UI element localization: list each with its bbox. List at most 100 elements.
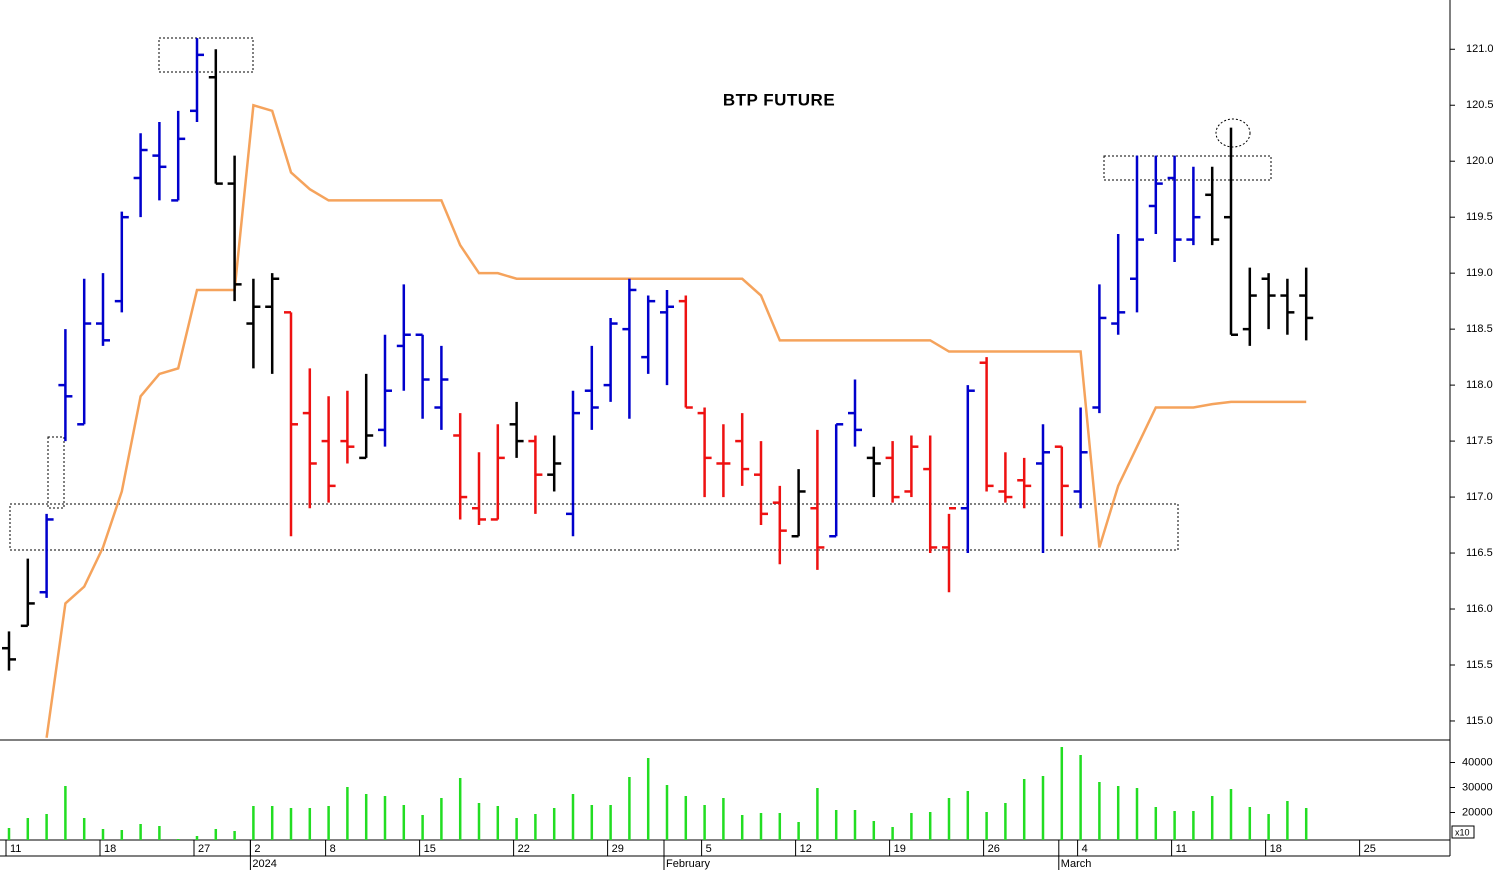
volume-tick-label: 30000 <box>1462 781 1493 793</box>
y-tick-label: 115.0 <box>1466 715 1493 727</box>
x-tick-label: 18 <box>104 843 116 855</box>
x-tick-label: 15 <box>424 843 436 855</box>
volume-bar <box>778 813 782 840</box>
volume-bar <box>1286 801 1289 840</box>
volume-bar <box>421 815 424 840</box>
volume-bar <box>458 778 462 840</box>
volume-bar <box>289 808 293 840</box>
x-tick-label: 2 <box>254 843 260 855</box>
volume-bar <box>1060 747 1064 840</box>
volume-bar <box>496 806 500 840</box>
volume-bar <box>891 827 894 840</box>
volume-bar <box>928 812 932 840</box>
volume-bar <box>402 805 406 840</box>
overlay-line <box>45 103 1307 738</box>
volume-bar <box>628 777 631 840</box>
volume-bar <box>1079 755 1082 840</box>
volume-bar <box>364 794 368 840</box>
volume-bar <box>1004 803 1007 840</box>
volume-bar <box>534 814 537 840</box>
volume-bar <box>346 787 349 840</box>
x-tick-label: 11 <box>1176 843 1187 855</box>
volume-bar <box>797 822 800 840</box>
volume-bar <box>308 808 312 840</box>
volume-bar <box>214 829 218 840</box>
volume-bar <box>176 839 180 840</box>
volume-bar <box>722 798 725 840</box>
volume-bar <box>1154 807 1158 840</box>
y-tick-label: 118.0 <box>1466 379 1493 391</box>
y-tick-label: 119.0 <box>1466 267 1493 279</box>
volume-tick-label: 40000 <box>1462 756 1493 768</box>
volume-bar <box>195 836 199 840</box>
y-tick-label: 120.5 <box>1466 99 1494 111</box>
volume-tick-label: 20000 <box>1462 806 1493 818</box>
x-tick-label: 8 <box>330 843 336 855</box>
volume-bar <box>966 791 970 840</box>
x-tick-label: 4 <box>1082 843 1088 855</box>
volume-bar <box>1116 786 1120 840</box>
annotation-box <box>47 436 65 509</box>
volume-bar <box>233 831 236 840</box>
x-tick-label: 22 <box>518 843 530 855</box>
month-label: February <box>666 858 711 870</box>
volume-bar <box>1248 807 1252 840</box>
volume-bar <box>872 821 876 840</box>
y-tick-label: 121.0 <box>1466 43 1494 55</box>
volume-bar <box>139 824 142 840</box>
volume-bar <box>646 758 650 840</box>
volume-bar <box>383 796 387 840</box>
volume-bar <box>703 805 706 840</box>
volume-bar <box>1098 782 1101 840</box>
volume-bar <box>665 785 669 840</box>
y-tick-label: 118.5 <box>1466 323 1493 335</box>
volume-bar <box>1135 788 1139 840</box>
chart-title: BTP FUTURE <box>723 90 835 109</box>
x-tick-label: 12 <box>800 843 812 855</box>
volume-bar <box>1229 789 1233 840</box>
y-tick-label: 117.0 <box>1466 491 1493 503</box>
volume-bar <box>552 808 556 840</box>
volume-bar <box>1192 811 1195 840</box>
volume-bar <box>609 805 612 840</box>
volume-bar <box>834 810 838 840</box>
volume-bar <box>252 806 255 840</box>
unit-box <box>1451 825 1475 839</box>
annotation-box <box>1103 155 1272 181</box>
volume-unit-label: x10 <box>1455 827 1470 837</box>
x-tick-label: 27 <box>198 843 210 855</box>
volume-bar <box>1173 811 1176 840</box>
volume-bar <box>1267 814 1270 840</box>
volume-bar <box>7 828 11 840</box>
volume-bar <box>1022 779 1026 840</box>
x-tick-label: 11 <box>10 843 21 855</box>
x-tick-label: 25 <box>1364 843 1376 855</box>
volume-bar <box>571 794 575 840</box>
volume-bar <box>45 814 48 840</box>
volume-bar <box>985 812 988 840</box>
month-label: 2024 <box>252 858 276 870</box>
volume-bar <box>1304 808 1308 840</box>
volume-bar <box>477 803 481 840</box>
y-tick-label: 120.0 <box>1466 155 1494 167</box>
y-tick-label: 116.0 <box>1466 603 1493 615</box>
volume-bar <box>327 806 330 840</box>
volume-bar <box>590 805 594 840</box>
volume-bar <box>120 830 124 840</box>
volume-bar <box>947 798 951 840</box>
x-tick-label: 26 <box>988 843 1000 855</box>
x-tick-label: 18 <box>1270 843 1282 855</box>
volume-bar <box>1041 776 1045 840</box>
volume-bar <box>270 806 274 840</box>
y-tick-label: 117.5 <box>1466 435 1493 447</box>
volume-bar <box>910 813 913 840</box>
y-tick-label: 119.5 <box>1466 211 1493 223</box>
annotations <box>9 37 1272 551</box>
volume-bar <box>684 796 688 840</box>
volume-bar <box>515 818 518 840</box>
x-tick-label: 5 <box>706 843 712 855</box>
volume-bar <box>101 829 105 840</box>
annotation-circle <box>1215 118 1251 148</box>
y-tick-label: 115.5 <box>1466 659 1493 671</box>
